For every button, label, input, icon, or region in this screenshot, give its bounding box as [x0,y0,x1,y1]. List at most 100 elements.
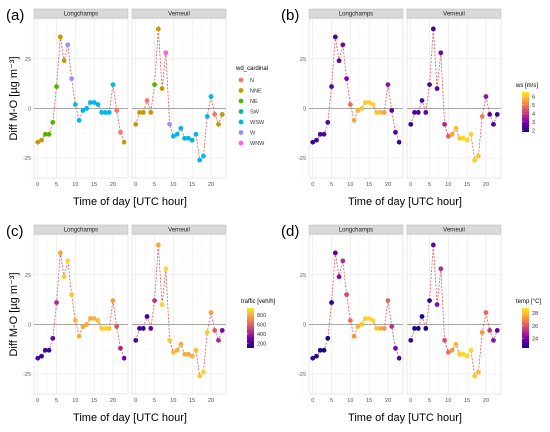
facet-strip-label: Longchamps [64,228,98,234]
facet-strip-label: Longchamps [339,12,373,18]
x-tick-label: 0 [134,182,137,188]
data-point [189,353,195,359]
data-point [39,137,44,143]
data-point [219,328,225,333]
data-point [457,351,463,357]
y-tick-label: 25 [300,57,306,63]
x-axis-title: Time of day [UTC hour] [73,196,187,208]
data-point [430,242,436,248]
data-point [178,341,184,347]
facet-strip-label: Verneuil [168,228,190,234]
data-point [57,250,63,256]
y-tick-label: 0 [28,106,31,112]
data-point [39,353,44,359]
x-tick-label: 15 [464,182,470,188]
data-point [72,102,78,107]
data-point [332,34,338,40]
plot-background [33,18,129,179]
facet-verneuil: Verneuil 0 5 10 15 20 [401,224,502,404]
data-point [140,326,146,331]
legend-colorbar [522,92,529,132]
panel-label: (b) [281,7,299,24]
data-point [57,34,63,40]
x-tick-label: 15 [91,398,97,404]
data-point [110,82,116,87]
data-point [389,108,395,113]
x-tick-label: 5 [153,398,156,404]
x-tick-label: 5 [55,398,58,404]
data-point [408,121,414,127]
data-point [423,326,429,331]
data-point [186,135,191,141]
data-point [457,135,463,141]
legend-label: N [250,78,254,84]
data-point [434,86,440,91]
x-tick-label: 10 [170,398,176,404]
data-point [193,131,199,137]
data-point [389,324,395,329]
x-tick-label: 5 [428,182,431,188]
data-point [182,135,188,141]
data-point [182,351,188,357]
data-point [193,347,199,353]
data-point [476,369,481,375]
facet-strip-label: Verneuil [443,228,465,234]
data-point [95,102,101,107]
data-point [344,76,349,82]
data-point [442,121,447,127]
legend: ws [m/s] 6 5 4 3 2 [515,83,538,134]
data-point [121,139,127,145]
y-tick-label: 25 [300,273,306,279]
data-point [355,108,361,113]
panel-label: (c) [6,223,24,240]
plot-background [308,234,404,395]
x-tick-label: 0 [36,182,39,188]
x-tick-label: 20 [385,398,391,404]
data-point [325,335,331,341]
facet-strip-label: Longchamps [339,228,373,234]
data-point [468,347,474,353]
data-point [42,347,48,353]
legend-key [238,77,244,83]
x-tick-label: 5 [330,182,333,188]
data-point [412,110,417,115]
data-point [212,112,218,117]
data-point [91,100,97,105]
data-point [359,322,365,327]
colorbar-tick-label: 3 [532,120,535,126]
x-tick-label: 5 [330,398,333,404]
plot-background [33,234,129,395]
data-point [487,328,493,333]
data-point [46,347,52,353]
data-point [148,326,154,331]
facet-strip [131,224,227,235]
facet-strip [131,8,227,19]
data-point [445,349,451,355]
data-point [427,298,432,303]
data-point [340,42,346,48]
data-point [152,82,157,87]
x-tick-label: 15 [91,182,97,188]
data-point [212,328,218,333]
x-tick-label: 0 [36,398,39,404]
data-point [412,326,417,331]
data-point [208,94,214,99]
data-point [144,98,150,103]
data-point [336,274,342,280]
data-point [80,108,86,113]
data-point [434,302,440,307]
legend-title: traffic [veh/h] [241,299,276,305]
legend-label: SW [250,110,260,116]
plot-background [308,18,404,179]
x-tick-label: 5 [55,182,58,188]
chart-panel-1: (b)Time of day [UTC hour]-25025Longchamp… [281,7,538,208]
data-point [159,86,165,91]
data-point [494,112,500,117]
data-point [453,125,459,131]
data-point [189,137,195,143]
facet-longchamps: Longchamps 0 5 10 15 20 [28,8,129,188]
data-point [61,58,67,64]
data-point [114,324,120,329]
data-point [385,298,391,303]
